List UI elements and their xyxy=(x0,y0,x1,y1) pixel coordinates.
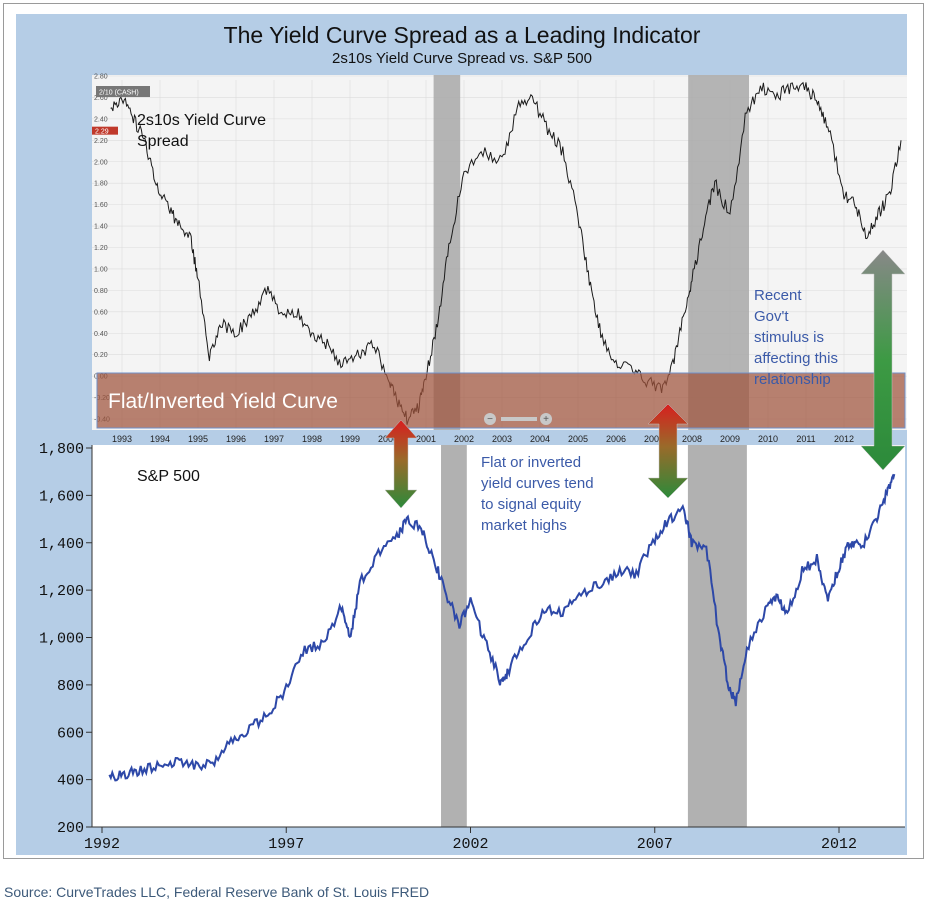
header-band xyxy=(16,14,907,75)
chart-svg: The Yield Curve Spread as a Leading Indi… xyxy=(16,14,907,855)
recession-bar-lower xyxy=(687,445,747,827)
upper-left-band xyxy=(16,75,92,445)
stimulus-line3: stimulus is xyxy=(754,329,824,346)
spread-panel xyxy=(92,75,907,430)
sp500-ytick: 200 xyxy=(57,820,84,837)
flat-signal-line1: Flat or inverted xyxy=(481,454,581,471)
sp500-ytick: 1,200 xyxy=(39,583,84,600)
zoom-slider[interactable] xyxy=(501,417,537,421)
spread-xtick: 1995 xyxy=(188,434,208,444)
stimulus-note: Recent Gov't stimulus is affecting this … xyxy=(754,287,838,388)
spread-xtick: 2002 xyxy=(454,434,474,444)
source-note: Source: CurveTrades LLC, Federal Reserve… xyxy=(4,884,430,900)
double-arrow-2000-icon xyxy=(384,419,418,509)
spread-ytick: 1.40 xyxy=(94,224,108,231)
spread-ytick: 1.80 xyxy=(94,181,108,188)
stimulus-line2: Gov't xyxy=(754,308,789,325)
spread-ytick: 1.00 xyxy=(94,266,108,273)
double-arrow-2007-icon xyxy=(647,403,689,499)
sp500-ytick: 1,400 xyxy=(39,536,84,553)
flat-signal-line4: market highs xyxy=(481,517,567,534)
spread-ytick: 0.60 xyxy=(94,309,108,316)
sp500-axis: 1,8001,6001,4001,2001,000800600400200199… xyxy=(39,441,905,853)
recession-bar-lower xyxy=(441,445,467,827)
zoom-out-symbol: − xyxy=(487,414,493,425)
spread-xtick: 2011 xyxy=(796,434,815,444)
spread-xtick: 2004 xyxy=(530,434,550,444)
zoom-in-symbol: + xyxy=(543,414,549,425)
current-value-tag-bg xyxy=(92,126,118,135)
sp500-ytick: 400 xyxy=(57,773,84,790)
sp500-xtick: 2007 xyxy=(637,836,673,853)
spread-xtick: 2006 xyxy=(606,434,626,444)
spread-ytick: 2.20 xyxy=(94,138,108,145)
flat-zone-label: Flat/Inverted Yield Curve xyxy=(108,390,338,413)
zoom-out-icon[interactable] xyxy=(484,413,496,425)
recession-bar-upper xyxy=(433,75,461,430)
sp500-ytick: 800 xyxy=(57,678,84,695)
spread-xtick: 1998 xyxy=(302,434,322,444)
sp500-panel xyxy=(92,445,905,827)
spread-label-line2: Spread xyxy=(137,133,189,150)
spread-xtick: 1994 xyxy=(150,434,170,444)
spread-xtick: 1997 xyxy=(264,434,284,444)
stimulus-line1: Recent xyxy=(754,287,802,304)
sp500-ytick: 1,800 xyxy=(39,441,84,458)
spread-ytick: 0.20 xyxy=(94,352,108,359)
chart-subtitle: 2s10s Yield Curve Spread vs. S&P 500 xyxy=(332,50,592,67)
double-arrow-2013-icon xyxy=(860,249,906,471)
sp500-xtick: 2012 xyxy=(821,836,857,853)
spread-ytick: 2.00 xyxy=(94,159,108,166)
current-value-tag: 2.29 xyxy=(95,129,109,136)
series-tag: 2/10 (CASH) xyxy=(99,90,139,97)
stimulus-line5: relationship xyxy=(754,371,831,388)
series-tag-bg xyxy=(96,86,150,97)
sp500-ytick: 600 xyxy=(57,725,84,742)
spread-xtick: 2007 xyxy=(644,434,664,444)
sp500-xtick: 2002 xyxy=(452,836,488,853)
spread-ytick: 2.40 xyxy=(94,116,108,123)
sp500-series-line xyxy=(108,473,896,782)
spread-ytick: 1.20 xyxy=(94,245,108,252)
spread-ytick: 0.40 xyxy=(94,331,108,338)
sp500-label: S&P 500 xyxy=(137,468,200,485)
spread-xtick: 2012 xyxy=(834,434,854,444)
spread-ytick: 0.80 xyxy=(94,288,108,295)
spread-xtick: 2001 xyxy=(416,434,436,444)
flat-signal-line2: yield curves tend xyxy=(481,475,594,492)
sp500-xtick: 1992 xyxy=(84,836,120,853)
spread-xtick: 2000 xyxy=(378,434,398,444)
spread-xtick: 2008 xyxy=(682,434,702,444)
spread-xtick: 2010 xyxy=(758,434,778,444)
spread-xtick: 1996 xyxy=(226,434,246,444)
flat-signal-line3: to signal equity xyxy=(481,496,582,513)
spread-ytick: 2.60 xyxy=(94,95,108,102)
spread-xtick: 1993 xyxy=(112,434,132,444)
chart-title: The Yield Curve Spread as a Leading Indi… xyxy=(224,22,701,48)
zoom-in-icon[interactable] xyxy=(540,413,552,425)
spread-xtick: 1999 xyxy=(340,434,360,444)
sp500-ytick: 1,600 xyxy=(39,488,84,505)
spread-xtick: 2005 xyxy=(568,434,588,444)
spread-ytick: 1.60 xyxy=(94,202,108,209)
spread-series-line xyxy=(110,81,902,425)
spread-xtick: 2009 xyxy=(720,434,740,444)
sp500-xtick: 1997 xyxy=(268,836,304,853)
spread-xtick: 2003 xyxy=(492,434,512,444)
flat-signal-note: Flat or inverted yield curves tend to si… xyxy=(481,454,594,534)
stimulus-line4: affecting this xyxy=(754,350,838,367)
spread-ytick: 2.80 xyxy=(94,74,108,81)
sp500-ytick: 1,000 xyxy=(39,631,84,648)
spread-label-line1: 2s10s Yield Curve xyxy=(137,112,266,129)
